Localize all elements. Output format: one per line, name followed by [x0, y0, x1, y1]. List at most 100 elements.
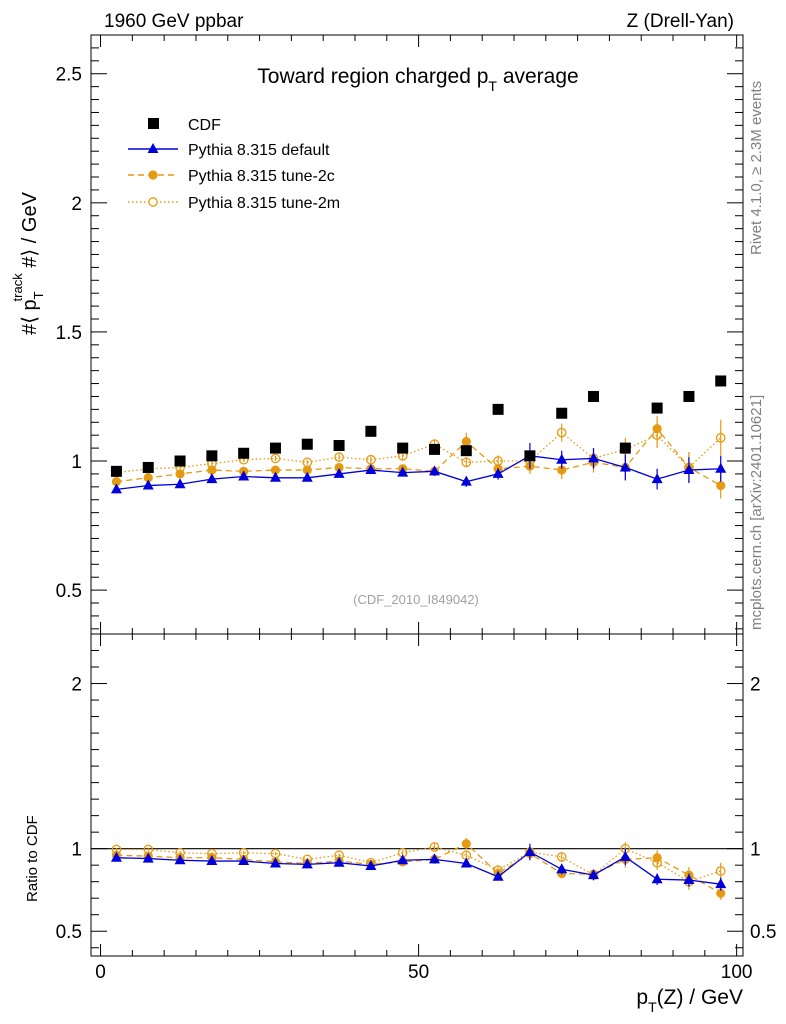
main-point-cdf [683, 390, 695, 402]
ratio-point-default [524, 845, 536, 856]
main-point-cdf [524, 450, 536, 462]
header-process: Z (Drell-Yan) [627, 11, 734, 32]
main-point-tune-2m [366, 454, 376, 465]
ratio-y-axis-label: Ratio to CDF [24, 815, 41, 902]
main-point-cdf [651, 402, 663, 414]
main-point-tune-2c [111, 477, 122, 487]
rivet-version-label: Rivet 4.1.0, ≥ 2.3M events [748, 81, 765, 255]
ratio-line-tune-2c [116, 842, 722, 894]
ratio-line-tune-2m [116, 846, 721, 883]
ratio-point-default [238, 855, 250, 866]
ratio-point-default [683, 874, 695, 885]
main-point-default [142, 479, 154, 490]
ratio-y-tick-label-right: 0.5 [750, 922, 776, 943]
main-point-default [206, 473, 218, 484]
x-tick-label: 100 [721, 962, 753, 983]
main-line-default [116, 455, 721, 491]
ratio-y-tick-label: 1 [71, 840, 82, 861]
analysis-watermark: (CDF_2010_I849042) [353, 592, 479, 607]
legend: CDF Pythia 8.315 default Pythia 8.315 tu… [128, 117, 340, 212]
legend-marker-default [147, 143, 159, 153]
main-point-tune-2m [334, 452, 344, 462]
ratio-y-tick-label-right: 2 [750, 675, 761, 696]
mcplots-label: mcplots.cern.ch [arXiv:2401.10621] [748, 395, 765, 630]
main-point-default [174, 478, 186, 489]
ratio-point-default [619, 850, 631, 861]
legend-marker-tune-2m [148, 197, 158, 207]
main-y-tick-label: 2.5 [56, 65, 82, 86]
main-point-default [588, 452, 600, 463]
ratio-point-tune-2m [556, 852, 567, 862]
ratio-point-default [333, 856, 345, 867]
main-point-cdf [428, 443, 440, 455]
main-point-tune-2c [175, 469, 185, 479]
main-point-cdf [110, 465, 122, 477]
main-point-default [365, 464, 377, 475]
legend-label-cdf: CDF [188, 117, 221, 134]
ratio-point-default [428, 853, 440, 864]
legend-marker-cdf [148, 118, 159, 129]
ratio-point-default [715, 878, 727, 889]
ratio-point-default [588, 869, 600, 880]
main-point-cdf [333, 440, 345, 452]
main-point-default [715, 462, 727, 473]
ratio-point-default [206, 855, 218, 866]
ratio-point-tune-2c [716, 888, 726, 898]
main-point-default [301, 471, 313, 482]
main-point-tune-2c [716, 480, 726, 491]
main-point-tune-2c [302, 465, 312, 475]
main-point-tune-2c [557, 465, 567, 475]
main-point-default [397, 466, 409, 477]
legend-label-default: Pythia 8.315 default [188, 142, 330, 159]
main-point-default [333, 467, 345, 478]
main-y-axis-label: #⟨ pTtrack #⟩ / GeV [10, 191, 46, 335]
ratio-point-default [301, 858, 313, 869]
legend-label-tune-2m: Pythia 8.315 tune-2m [188, 195, 340, 212]
main-point-default [110, 483, 122, 494]
main-point-cdf [556, 407, 568, 419]
main-point-tune-2c [207, 465, 217, 475]
main-point-cdf [619, 442, 631, 454]
ratio-point-tune-2m [429, 842, 440, 852]
ratio-point-default [460, 857, 472, 868]
x-axis-label: pT(Z) / GeV [636, 986, 743, 1015]
main-point-default [556, 453, 568, 464]
ratio-point-default [365, 860, 377, 871]
header-energy: 1960 GeV ppbar [104, 11, 244, 32]
main-point-cdf [269, 442, 281, 454]
main-point-default [460, 475, 472, 486]
ratio-line-default [116, 851, 721, 885]
main-point-tune-2c [652, 424, 662, 434]
legend-marker-tune-2c [148, 170, 158, 180]
main-y-tick-label: 1.5 [56, 323, 82, 344]
main-point-tune-2c [143, 473, 153, 483]
main-point-tune-2m [461, 457, 472, 468]
plot-title: Toward region charged pT average [257, 65, 578, 94]
ratio-y-tick-label: 0.5 [56, 922, 82, 943]
ratio-point-tune-2c [461, 839, 471, 849]
main-point-cdf [715, 375, 727, 387]
main-y-tick-label: 2 [71, 194, 82, 215]
ratio-point-tune-2m [715, 866, 726, 876]
legend-label-tune-2c: Pythia 8.315 tune-2c [188, 168, 335, 185]
main-point-default [683, 464, 695, 475]
ratio-point-tune-2c [652, 853, 662, 863]
ratio-panel: 0 50 100 0.5 0.5 1 1 2 2 [56, 633, 776, 983]
ratio-frame [90, 633, 744, 957]
main-point-cdf [588, 390, 600, 402]
main-y-tick-label: 0.5 [56, 581, 82, 602]
main-point-tune-2m [715, 432, 726, 443]
main-point-cdf [238, 447, 250, 459]
main-point-cdf [142, 461, 154, 473]
ratio-point-default [110, 851, 122, 862]
main-point-tune-2c [461, 437, 471, 447]
main-y-tick-label: 1 [71, 452, 82, 473]
ratio-point-default [142, 852, 154, 863]
main-point-cdf [206, 450, 218, 462]
main-point-default [619, 461, 631, 472]
main-point-default [651, 473, 663, 484]
ratio-point-default [651, 873, 663, 884]
main-line-tune-2c [116, 427, 722, 487]
main-point-tune-2c [334, 462, 344, 473]
main-point-cdf [492, 403, 504, 415]
